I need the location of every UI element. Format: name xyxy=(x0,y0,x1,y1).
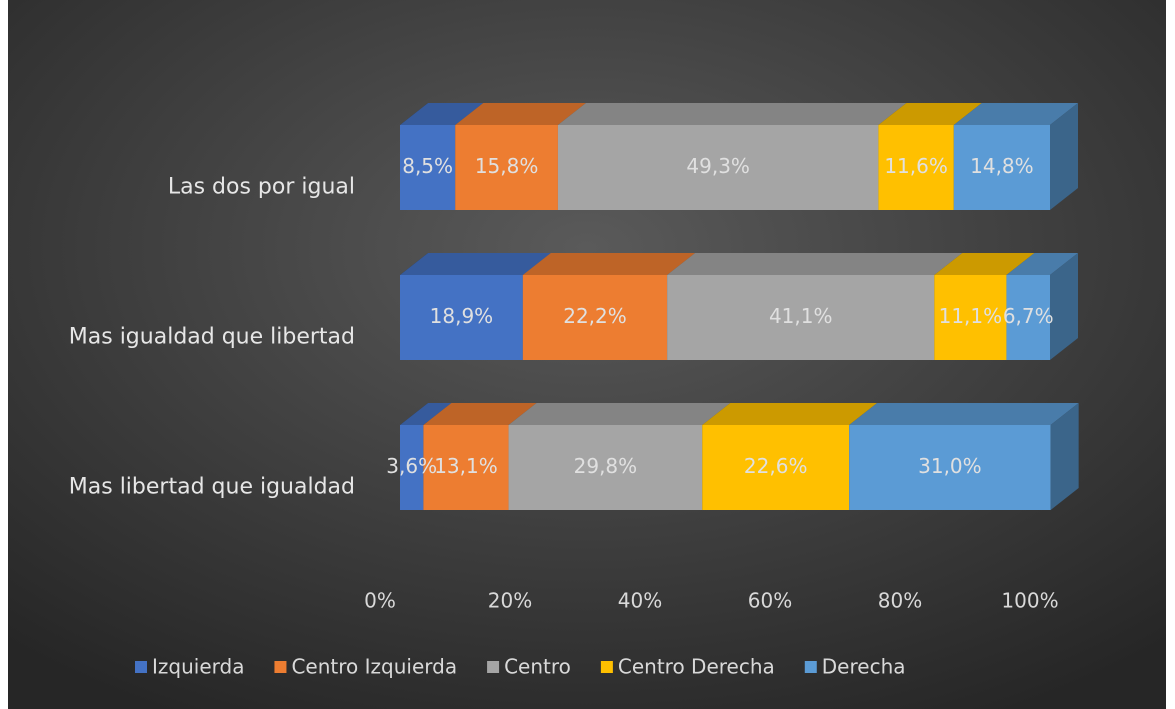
bar-segment xyxy=(702,425,850,510)
bar-top xyxy=(878,103,982,125)
bar-segment xyxy=(878,125,954,210)
legend-label: Centro xyxy=(504,655,571,679)
bar-segment xyxy=(455,125,558,210)
data-label: 13,1% xyxy=(434,454,498,478)
bar-segment xyxy=(423,425,509,510)
bar-segment xyxy=(400,425,424,510)
bar-top xyxy=(1006,253,1078,275)
bar-side xyxy=(1050,403,1079,510)
x-tick-label: 20% xyxy=(488,589,532,613)
bar-top xyxy=(849,403,1079,425)
x-tick-label: 80% xyxy=(878,589,922,613)
x-tick-label: 0% xyxy=(364,589,396,613)
legend-swatch xyxy=(274,661,287,673)
bar-top xyxy=(400,253,551,275)
data-label: 22,2% xyxy=(563,304,627,328)
data-label: 29,8% xyxy=(574,454,638,478)
legend-label: Centro Derecha xyxy=(618,655,775,679)
data-label: 41,1% xyxy=(769,304,833,328)
legend-swatch xyxy=(135,661,147,673)
bar-segment xyxy=(934,275,1007,360)
legend-swatch xyxy=(600,661,613,673)
category-label: Mas igualdad que libertad xyxy=(69,325,355,350)
bar-top xyxy=(400,103,484,125)
legend-label: Izquierda xyxy=(152,655,244,679)
bar-top xyxy=(522,253,696,275)
bar-top xyxy=(557,103,907,125)
legend-label: Derecha xyxy=(822,655,906,679)
data-label: 6,7% xyxy=(1003,304,1054,328)
bar-segment xyxy=(1006,275,1050,360)
bar-top xyxy=(953,103,1078,125)
bar-side xyxy=(1050,253,1078,360)
legend-swatch xyxy=(804,661,817,673)
x-tick-label: 100% xyxy=(1001,589,1058,613)
x-tick-label: 60% xyxy=(748,589,792,613)
data-label: 22,6% xyxy=(744,454,808,478)
bar-segment xyxy=(522,275,668,360)
bar-segment xyxy=(557,125,879,210)
bar-top xyxy=(400,403,452,425)
x-tick-label: 40% xyxy=(618,589,662,613)
data-label: 14,8% xyxy=(970,154,1034,178)
bar-segment xyxy=(667,275,935,360)
bar-side xyxy=(1050,103,1078,210)
data-label: 49,3% xyxy=(686,154,750,178)
bar-segment xyxy=(849,425,1051,510)
bar-top xyxy=(934,253,1035,275)
data-label: 18,9% xyxy=(430,304,494,328)
bar-top xyxy=(702,403,878,425)
bar-segment xyxy=(400,275,523,360)
data-label: 11,1% xyxy=(939,304,1003,328)
bar-segment xyxy=(400,125,456,210)
bar-top xyxy=(455,103,586,125)
data-label: 8,5% xyxy=(402,154,453,178)
data-label: 3,6% xyxy=(386,454,437,478)
category-label: Mas libertad que igualdad xyxy=(69,475,355,500)
bar-top xyxy=(667,253,963,275)
bar-top xyxy=(508,403,731,425)
data-label: 11,6% xyxy=(884,154,948,178)
legend-swatch xyxy=(487,661,500,673)
bar-top xyxy=(423,403,537,425)
data-label: 31,0% xyxy=(918,454,982,478)
bar-segment xyxy=(508,425,703,510)
category-label: Las dos por igual xyxy=(168,175,355,200)
data-label: 15,8% xyxy=(475,154,539,178)
bar-segment xyxy=(953,125,1050,210)
legend-label: Centro Izquierda xyxy=(291,655,457,679)
